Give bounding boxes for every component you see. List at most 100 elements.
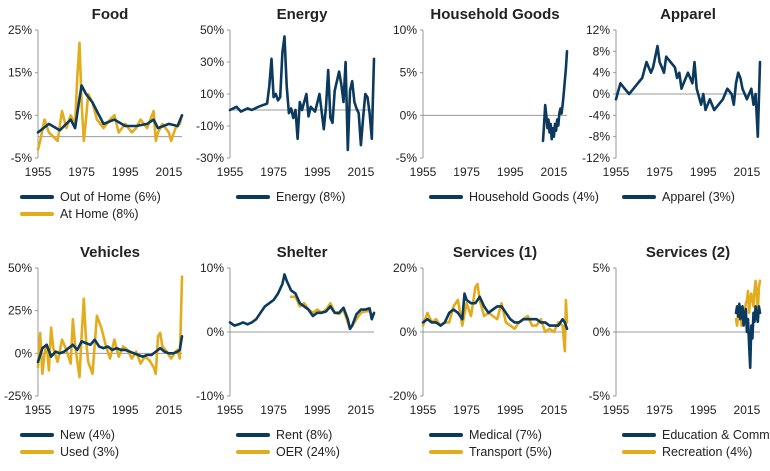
series-line-oer-24	[289, 295, 376, 331]
x-tick-label: 2015	[541, 165, 568, 179]
chart-legend: Medical (7%) Transport (5%)	[429, 426, 552, 460]
legend-label: Transport (5%)	[469, 444, 552, 459]
x-tick-label: 1995	[690, 403, 717, 417]
chart-legend: Out of Home (6%) At Home (8%)	[20, 188, 161, 222]
legend-swatch	[20, 449, 54, 454]
y-tick-label: -30%	[196, 151, 224, 165]
legend-item: Energy (8%)	[236, 188, 345, 205]
y-tick-label: 15%	[8, 66, 32, 80]
y-tick-label: 12%	[586, 23, 610, 37]
x-tick-label: 1995	[112, 403, 139, 417]
series-line-new-4	[36, 335, 184, 364]
y-tick-label: 4%	[593, 66, 611, 80]
chart-legend: Household Goods (4%)	[429, 188, 599, 205]
x-tick-label: 1955	[25, 403, 52, 417]
chart-legend: New (4%) Used (3%)	[20, 426, 119, 460]
y-tick-label: 50%	[200, 23, 224, 37]
chart-title: Shelter	[276, 244, 328, 261]
y-tick-label: 25%	[8, 304, 32, 318]
chart-plot: -25% 0% 25% 50% 1955 1975 1995 2015	[4, 261, 184, 417]
series-line-used-3	[36, 275, 184, 379]
chart-plot: -30% -10% 10% 30% 50% 1955 1975 1995 2015	[196, 23, 376, 179]
legend-label: Education & Comms (6%)	[662, 427, 770, 442]
y-tick-label: -20%	[389, 389, 417, 403]
chart-title: Services (2)	[645, 244, 731, 261]
y-tick-label: 0%	[15, 346, 33, 360]
legend-label: Household Goods (4%)	[469, 189, 599, 204]
series-line-rent-8	[228, 273, 376, 331]
legend-swatch	[429, 449, 463, 454]
legend-item: Apparel (3%)	[622, 188, 735, 205]
x-tick-label: 1995	[497, 165, 524, 179]
legend-item: OER (24%)	[236, 443, 340, 460]
legend-swatch	[236, 432, 270, 437]
x-tick-label: 1975	[260, 165, 287, 179]
chart-panel-services-2: Services (2) -5% 0% 5% 1955 1975 1995 2015 Educa…	[578, 238, 770, 471]
legend-label: Used (3%)	[60, 444, 120, 459]
y-tick-label: 0%	[400, 108, 418, 122]
y-tick-label: -5%	[11, 151, 33, 165]
chart-legend: Apparel (3%)	[622, 188, 735, 205]
x-tick-label: 1975	[646, 403, 673, 417]
chart-plot: -5% 5% 15% 25% 1955 1975 1995 2015	[8, 23, 184, 179]
legend-item: At Home (8%)	[20, 205, 161, 222]
legend-swatch	[622, 449, 656, 454]
series-line-out-of-home-6	[36, 84, 184, 134]
y-tick-label: 0%	[207, 325, 225, 339]
legend-label: Energy (8%)	[276, 189, 346, 204]
y-tick-label: -5%	[396, 151, 418, 165]
legend-swatch	[20, 432, 54, 437]
chart-plot: -5% 0% 5% 1955 1975 1995 2015	[589, 261, 762, 417]
chart-panel-apparel: Apparel -12% -8% -4% 0% 4% 8% 12% 1955 1975 1995 20…	[578, 0, 770, 233]
y-tick-label: 10%	[200, 261, 224, 275]
legend-swatch	[20, 211, 54, 216]
x-tick-label: 2015	[156, 403, 183, 417]
series-line-education-comms-6	[734, 302, 762, 370]
series-line-energy-8	[228, 35, 376, 152]
chart-title: Apparel	[660, 6, 716, 23]
series-line-medical-7	[421, 292, 569, 331]
y-tick-label: -8%	[589, 130, 611, 144]
chart-panel-services-1: Services (1) -20% 0% 20% 1955 1975 1995 2015 Med…	[385, 238, 577, 471]
y-tick-label: 0%	[593, 325, 611, 339]
series-line-household-goods-4	[541, 49, 569, 143]
x-tick-label: 1995	[304, 165, 331, 179]
legend-swatch	[429, 432, 463, 437]
y-tick-label: -5%	[589, 389, 611, 403]
chart-legend: Rent (8%) OER (24%)	[236, 426, 340, 460]
x-tick-label: 1975	[68, 403, 95, 417]
legend-item: Transport (5%)	[429, 443, 552, 460]
chart-panel-household-goods: Household Goods -5% 0% 5% 10% 1955 1975 1995 201…	[385, 0, 599, 233]
chart-title: Vehicles	[79, 244, 141, 261]
x-tick-label: 1955	[25, 165, 52, 179]
x-tick-label: 1995	[304, 403, 331, 417]
y-tick-label: -4%	[589, 108, 611, 122]
series-line-transport-5	[421, 282, 569, 353]
y-tick-label: 10%	[393, 23, 417, 37]
y-tick-label: 5%	[400, 66, 418, 80]
legend-label: Apparel (3%)	[662, 189, 735, 204]
y-tick-label: 8%	[593, 44, 611, 58]
legend-swatch	[429, 194, 463, 199]
x-tick-label: 2015	[734, 165, 761, 179]
y-tick-label: 0%	[400, 325, 418, 339]
chart-panel-energy: Energy -30% -10% 10% 30% 50% 1955 1975 1995 2015 E…	[192, 0, 384, 233]
y-tick-label: 50%	[8, 261, 32, 275]
chart-title: Services (1)	[452, 244, 538, 261]
legend-label: Out of Home (6%)	[60, 189, 161, 204]
legend-label: At Home (8%)	[60, 206, 139, 221]
legend-label: Rent (8%)	[276, 427, 333, 442]
y-tick-label: 10%	[200, 87, 224, 101]
chart-panel-shelter: Shelter -10% 0% 10% 1955 1975 1995 2015 Rent (8%…	[192, 238, 384, 471]
legend-swatch	[622, 194, 656, 199]
chart-title: Food	[91, 6, 129, 23]
x-tick-label: 1975	[453, 165, 480, 179]
y-tick-label: 20%	[393, 261, 417, 275]
chart-plot: -20% 0% 20% 1955 1975 1995 2015	[389, 261, 569, 417]
legend-swatch	[20, 194, 54, 199]
legend-swatch	[236, 449, 270, 454]
x-tick-label: 1995	[112, 165, 139, 179]
legend-item: Rent (8%)	[236, 426, 340, 443]
x-tick-label: 2015	[541, 403, 568, 417]
